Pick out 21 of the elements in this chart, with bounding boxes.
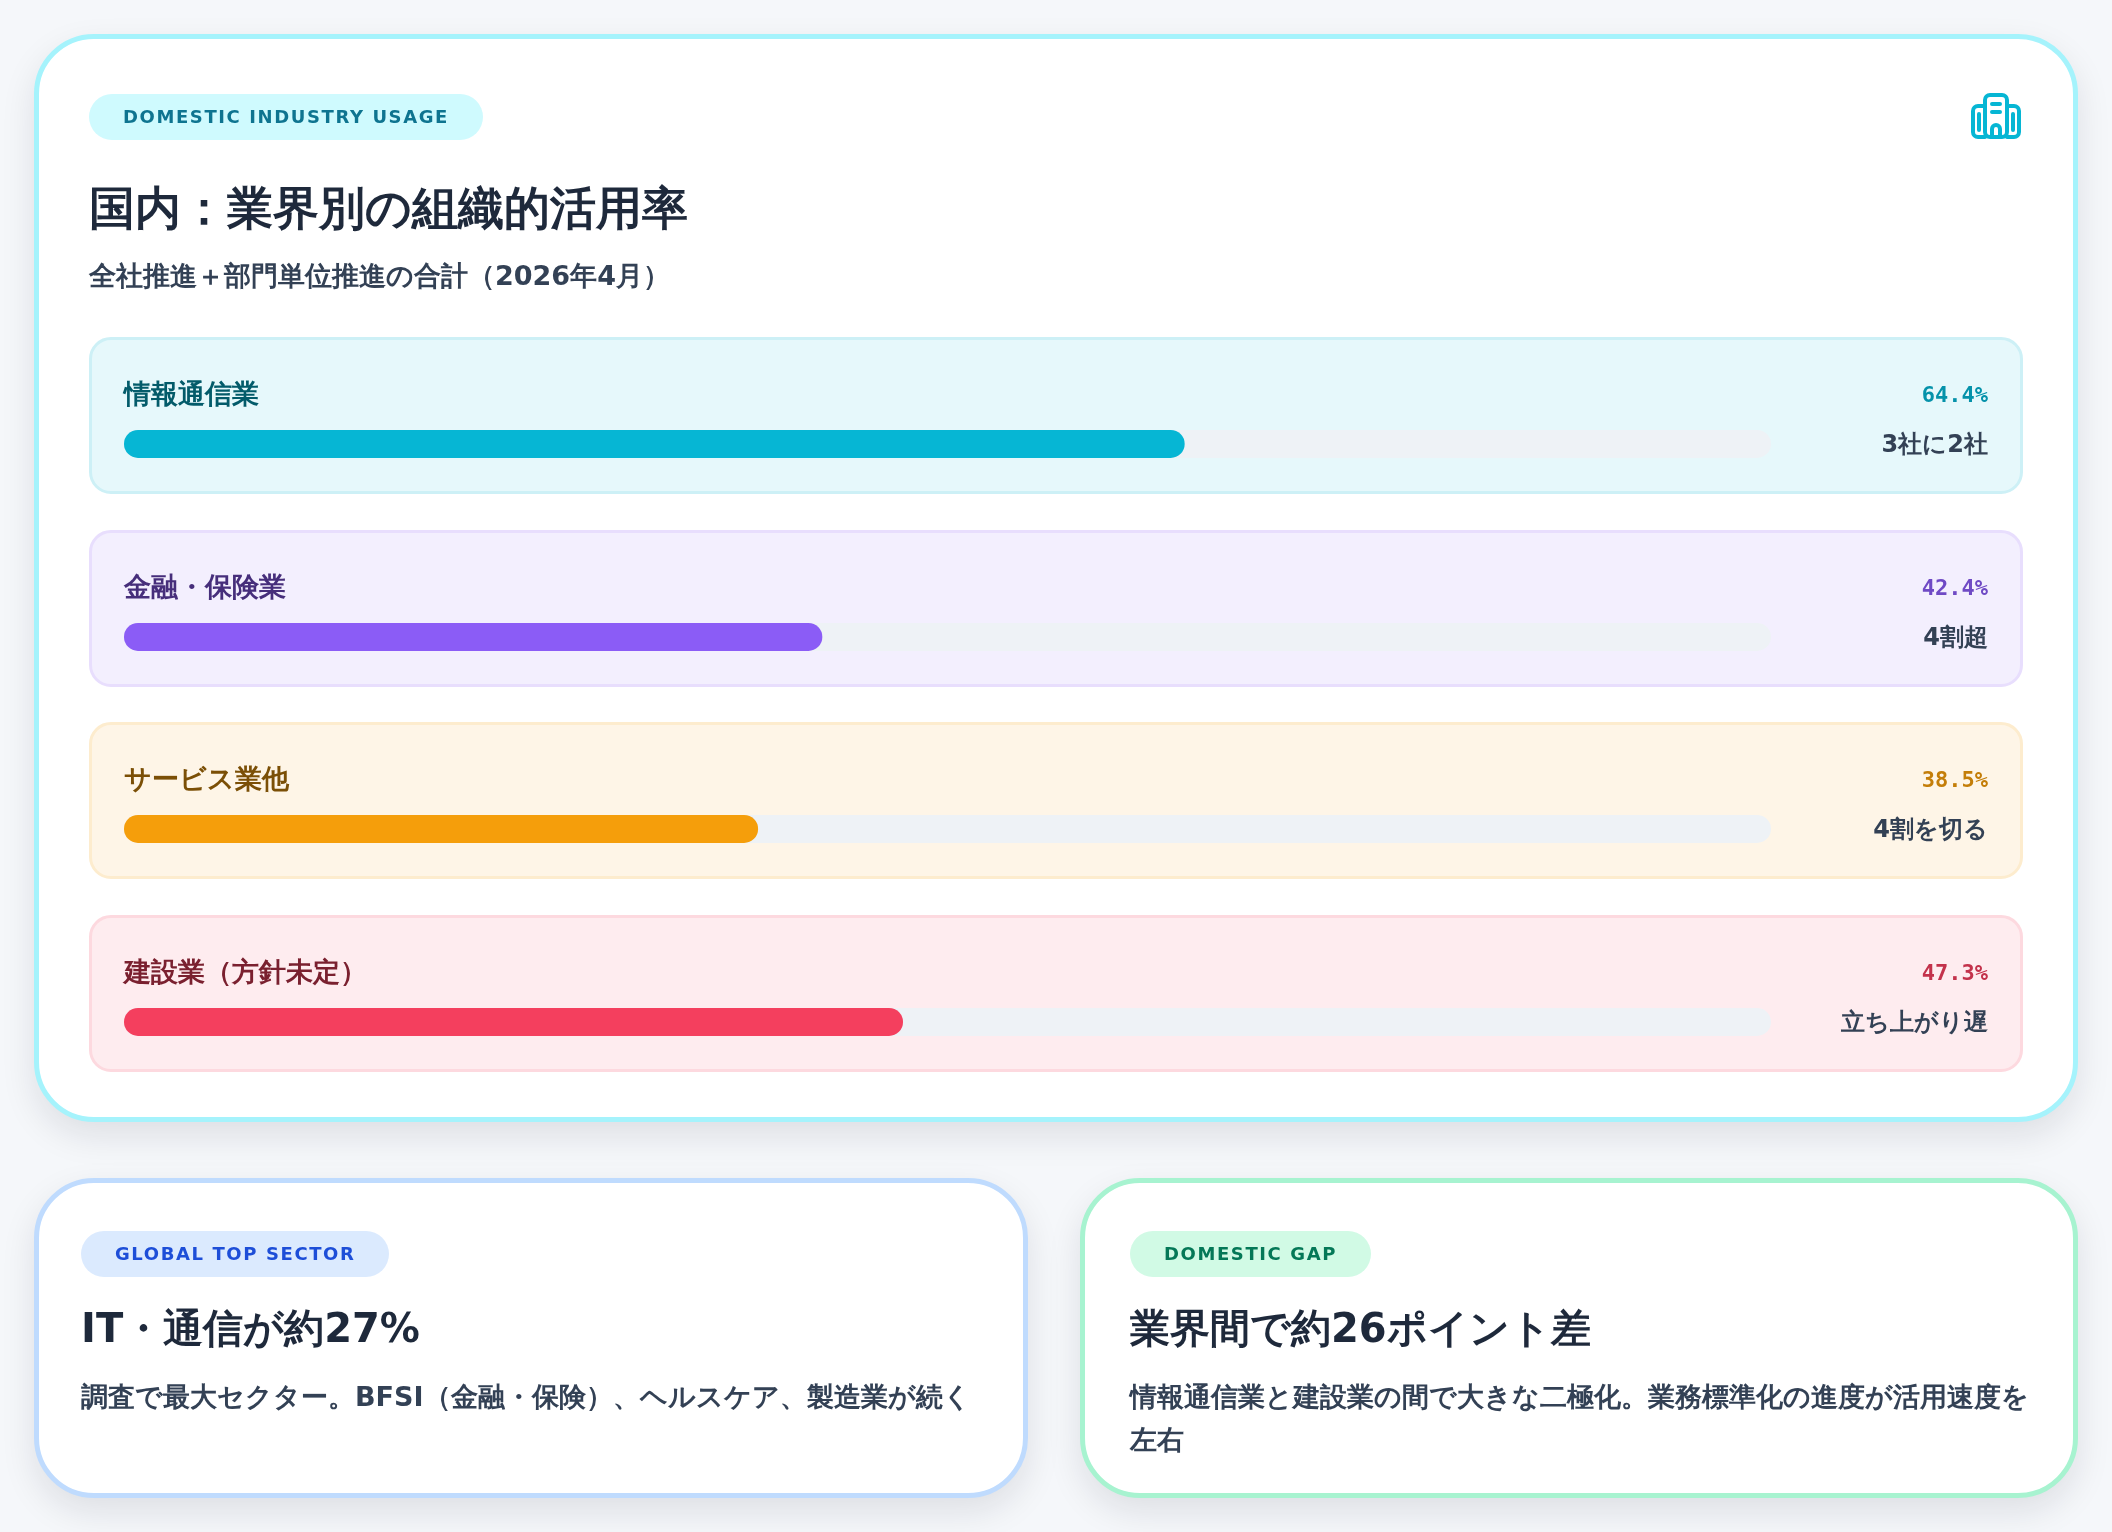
data-label: 47.3% (1921, 959, 1989, 985)
data-label: 38.5% (1921, 766, 1989, 792)
text: 3社に2社 (1881, 430, 1988, 459)
text: 4割を切る (1873, 815, 1988, 844)
data-label: 64.4% (1921, 381, 1989, 407)
text: 業界間で約26ポイント差 (1130, 1304, 1591, 1353)
text: 立ち上がり遅 (1840, 1007, 1988, 1036)
text: GLOBAL TOP SECTOR (81, 1231, 390, 1277)
y-tick-label: 情報通信業 (122, 378, 259, 410)
text: 4割超 (1923, 622, 1988, 651)
text: DOMESTIC GAP (1130, 1231, 1371, 1277)
chart-title: 国内：業界別の組織的活用率 (89, 180, 688, 236)
text: 調査で最大セクター。BFSI（金融・保険）、ヘルスケア、製造業が続く (81, 1380, 972, 1414)
y-tick-label: サービス業他 (124, 763, 290, 795)
text: IT・通信が約27% (81, 1304, 420, 1353)
y-tick-label: 建設業（方針未定） (122, 955, 367, 987)
data-label: 42.4% (1921, 574, 1989, 600)
chart-subtitle: 全社推進＋部門単位推進の合計（2026年4月） (89, 259, 670, 293)
text: DOMESTIC INDUSTRY USAGE (89, 94, 483, 140)
y-tick-label: 金融・保険業 (123, 570, 286, 602)
text: 情報通信業と建設業の間で大きな二極化。業務標準化の進度が活用速度を左右 (1130, 1380, 2030, 1457)
